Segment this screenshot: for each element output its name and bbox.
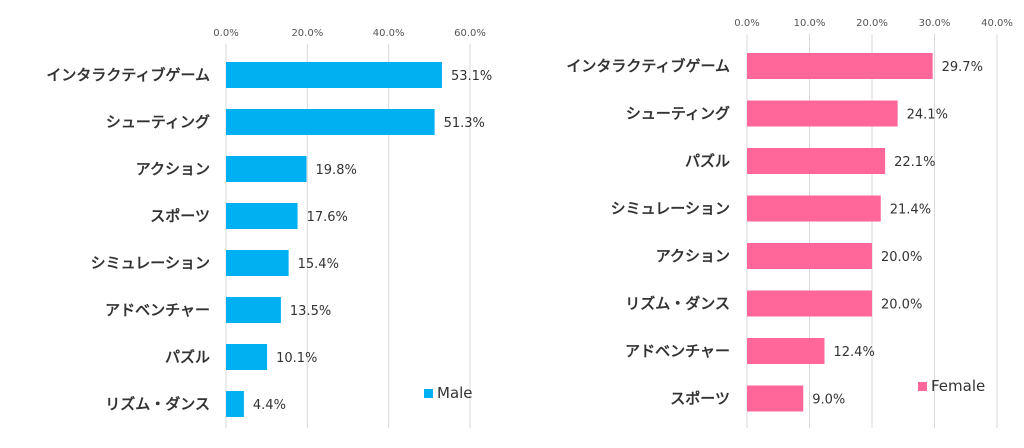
category-label: アクション bbox=[656, 247, 730, 265]
data-label: 29.7% bbox=[942, 60, 983, 75]
male-bar-chart: 0.0% 20.0% 40.0% 60.0% インタラクティブゲーム 53.1% シューティ… bbox=[46, 28, 492, 428]
category-label: パズル bbox=[685, 152, 730, 170]
category-label: シミュレーション bbox=[611, 200, 730, 218]
bar bbox=[226, 297, 281, 323]
bar bbox=[226, 109, 435, 135]
category-label: アドベンチャー bbox=[625, 342, 730, 360]
bar bbox=[747, 385, 804, 412]
data-label: 12.4% bbox=[834, 345, 875, 360]
legend-swatch bbox=[918, 382, 927, 391]
x-tick-label: 10.0% bbox=[794, 18, 826, 29]
bar bbox=[226, 391, 244, 417]
category-label: インタラクティブゲーム bbox=[46, 66, 210, 84]
bar bbox=[747, 338, 825, 364]
data-label: 19.8% bbox=[316, 163, 357, 178]
category-label: シミュレーション bbox=[91, 254, 210, 272]
bar bbox=[747, 243, 872, 269]
x-tick-label: 40.0% bbox=[981, 18, 1013, 29]
category-label: インタラクティブゲーム bbox=[566, 57, 730, 75]
bar bbox=[747, 148, 886, 174]
data-label: 20.0% bbox=[881, 250, 922, 265]
category-label: リズム・ダンス bbox=[105, 395, 210, 413]
bar bbox=[747, 195, 881, 222]
data-label: 10.1% bbox=[276, 351, 317, 366]
x-tick-label: 60.0% bbox=[454, 28, 486, 39]
data-label: 9.0% bbox=[812, 393, 845, 408]
data-label: 17.6% bbox=[307, 210, 348, 225]
bar bbox=[226, 203, 298, 229]
category-label: アクション bbox=[136, 160, 210, 178]
data-label: 21.4% bbox=[890, 203, 931, 218]
category-label: パズル bbox=[165, 348, 210, 366]
bar bbox=[226, 250, 289, 276]
legend-label: Male bbox=[437, 384, 473, 402]
category-label: シューティング bbox=[626, 105, 730, 123]
data-label: 13.5% bbox=[290, 304, 331, 319]
x-tick-label: 20.0% bbox=[856, 18, 888, 29]
category-label: スポーツ bbox=[670, 390, 730, 408]
x-tick-label: 40.0% bbox=[373, 28, 405, 39]
data-label: 24.1% bbox=[907, 108, 948, 123]
bar bbox=[226, 62, 442, 88]
category-label: アドベンチャー bbox=[105, 301, 210, 319]
category-label: リズム・ダンス bbox=[625, 295, 730, 313]
legend-swatch bbox=[424, 389, 433, 398]
data-label: 4.4% bbox=[253, 398, 286, 413]
bar bbox=[747, 100, 898, 127]
category-label: スポーツ bbox=[150, 207, 210, 225]
category-label: シューティング bbox=[106, 113, 210, 131]
data-label: 22.1% bbox=[894, 155, 935, 170]
data-label: 20.0% bbox=[881, 298, 922, 313]
x-tick-label: 30.0% bbox=[919, 18, 951, 29]
female-bar-chart: 0.0% 10.0% 20.0% 30.0% 40.0% インタラクティブゲーム 29.7%… bbox=[566, 18, 1013, 428]
x-tick-label: 20.0% bbox=[291, 28, 323, 39]
bar bbox=[747, 290, 872, 317]
x-tick-label: 0.0% bbox=[734, 18, 759, 29]
data-label: 15.4% bbox=[298, 257, 339, 272]
bar bbox=[747, 53, 933, 79]
data-label: 53.1% bbox=[451, 69, 492, 84]
data-label: 51.3% bbox=[444, 116, 485, 131]
x-tick-label: 0.0% bbox=[213, 28, 238, 39]
legend-label: Female bbox=[931, 377, 985, 395]
bar bbox=[226, 344, 268, 370]
bar bbox=[226, 156, 307, 182]
